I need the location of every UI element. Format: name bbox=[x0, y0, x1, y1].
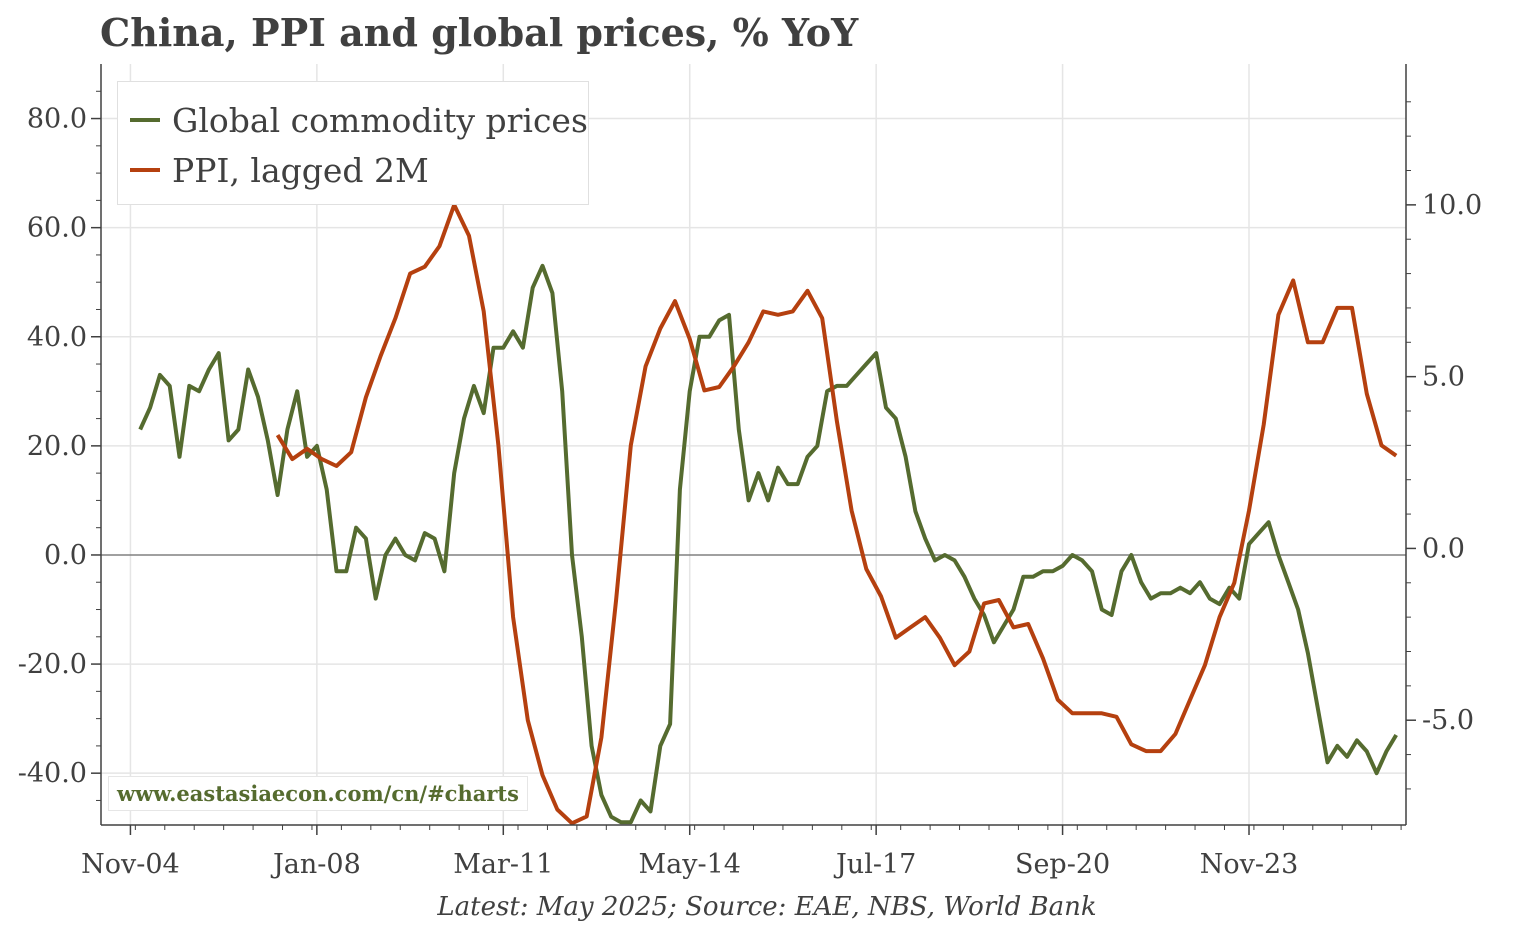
y-right-tick-label: 5.0 bbox=[1422, 362, 1465, 393]
watermark: www.eastasiaecon.com/cn/#charts bbox=[108, 776, 528, 811]
y-left-tick-label: 0.0 bbox=[44, 540, 87, 571]
series-line-global-commodity-prices bbox=[138, 263, 1398, 825]
x-tick-label: May-14 bbox=[638, 849, 740, 880]
series-group bbox=[138, 202, 1398, 826]
x-tick-label: Jan-08 bbox=[270, 849, 361, 880]
y-left-tick-label: 60.0 bbox=[27, 213, 87, 244]
x-tick-label: Jul-17 bbox=[833, 849, 916, 880]
legend-item-ppi: PPI, lagged 2M bbox=[130, 150, 429, 190]
legend-label-ppi: PPI, lagged 2M bbox=[172, 150, 429, 190]
x-tick-label: Nov-23 bbox=[1200, 849, 1299, 880]
legend-label-commodity: Global commodity prices bbox=[172, 100, 588, 140]
x-tick-label: Sep-20 bbox=[1015, 849, 1110, 880]
series-line-ppi-lagged-2m bbox=[275, 202, 1398, 826]
legend: Global commodity prices PPI, lagged 2M bbox=[117, 81, 589, 205]
x-tick-label: Nov-04 bbox=[81, 849, 180, 880]
legend-swatch-commodity bbox=[130, 118, 160, 122]
legend-item-commodity: Global commodity prices bbox=[130, 100, 588, 140]
y-right-tick-label: 10.0 bbox=[1422, 190, 1482, 221]
y-left-tick-label: 80.0 bbox=[27, 104, 87, 135]
y-right-tick-label: -5.0 bbox=[1422, 705, 1474, 736]
legend-swatch-ppi bbox=[130, 168, 160, 172]
chart-title: China, PPI and global prices, % YoY bbox=[100, 10, 859, 55]
x-tick-label: Mar-11 bbox=[453, 849, 553, 880]
axes: Nov-04 Jan-08 Mar-11 May-14 Jul-17 Sep-20 Nov-… bbox=[18, 64, 1482, 880]
source-footnote: Latest: May 2025; Source: EAE, NBS, Worl… bbox=[437, 892, 1097, 922]
y-left-tick-label: -40.0 bbox=[18, 758, 87, 789]
y-left-tick-label: 40.0 bbox=[27, 322, 87, 353]
y-left-tick-label: -20.0 bbox=[18, 649, 87, 680]
y-right-tick-label: 0.0 bbox=[1422, 533, 1465, 564]
y-left-tick-label: 20.0 bbox=[27, 431, 87, 462]
